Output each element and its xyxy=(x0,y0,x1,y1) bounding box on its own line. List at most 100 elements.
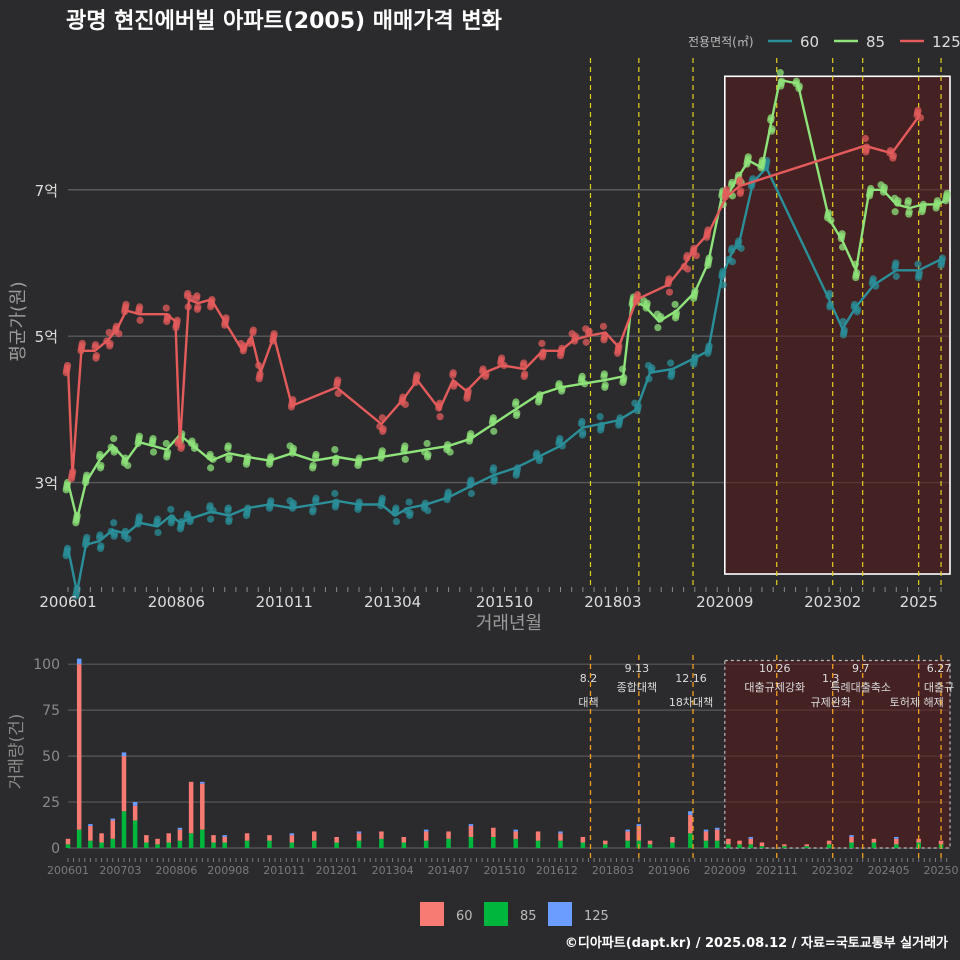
vol-bar-60 xyxy=(916,838,921,843)
series-point-60 xyxy=(578,417,586,426)
vol-bar-125 xyxy=(88,824,93,826)
series-point-85 xyxy=(423,439,431,448)
vol-x-tick-label: 20250 xyxy=(924,864,959,877)
price-chart: 광명 현진에버빌 아파트(2005) 매매가격 변화 3억 5억 7억 200601 20… xyxy=(8,9,960,634)
series-point-125 xyxy=(63,361,72,370)
vol-bar-85 xyxy=(334,842,339,848)
series-point-85 xyxy=(378,447,386,455)
series-point-85 xyxy=(555,380,563,388)
series-point-85 xyxy=(653,310,662,318)
vol-bar-85 xyxy=(688,833,693,848)
series-point-60 xyxy=(490,475,499,483)
y-tick-label: 5억 xyxy=(35,328,58,346)
vol-bar-60 xyxy=(76,664,82,830)
vol-x-tick-label: 201612 xyxy=(536,864,578,877)
vol-bar-60 xyxy=(446,831,451,839)
series-point-125 xyxy=(122,300,130,309)
vol-bar-85 xyxy=(558,840,563,848)
vol-bar-60 xyxy=(311,831,317,841)
policy-label: 종합대책 xyxy=(617,681,657,694)
vol-x-tick-label: 201803 xyxy=(592,864,634,877)
vol-bar-85 xyxy=(76,829,82,848)
vol-x-tick-label: 201407 xyxy=(428,864,470,877)
vol-bar-60 xyxy=(938,840,944,845)
vol-bar-125 xyxy=(200,781,205,784)
vol-bar-60 xyxy=(804,844,809,847)
vol-x-tick-label: 201201 xyxy=(316,864,358,877)
vol-x-tick-label: 202111 xyxy=(756,864,798,877)
series-point-60 xyxy=(83,533,91,542)
vol-bar-85 xyxy=(737,844,742,848)
vol-bar-60 xyxy=(714,829,720,841)
series-point-60 xyxy=(533,449,541,457)
series-point-85 xyxy=(206,450,214,459)
series-point-60 xyxy=(183,510,192,518)
vol-bar-85 xyxy=(625,840,630,848)
series-point-60 xyxy=(224,504,232,512)
vol-bar-60 xyxy=(670,836,675,843)
x-tick-label: 201803 xyxy=(584,593,641,611)
series-point-85 xyxy=(149,448,158,456)
vol-bar-125 xyxy=(468,824,474,826)
series-point-85 xyxy=(671,300,679,309)
vol-bar-125 xyxy=(121,752,127,757)
series-point-60 xyxy=(467,489,475,498)
vol-bar-85 xyxy=(289,842,295,848)
series-point-60 xyxy=(167,505,175,513)
vol-x-tick-label: 200703 xyxy=(99,864,141,877)
series-point-60 xyxy=(309,505,317,513)
series-point-60 xyxy=(153,515,162,523)
series-point-85 xyxy=(467,430,475,438)
vol-bar-85 xyxy=(513,838,518,848)
series-point-60 xyxy=(892,272,900,280)
y-axis-title: 평균가(원) xyxy=(8,281,29,361)
vol-bar-60 xyxy=(737,840,742,845)
policy-date: 1.3 xyxy=(822,672,840,685)
series-point-60 xyxy=(110,519,118,527)
series-point-85 xyxy=(489,414,497,422)
vol-bar-60 xyxy=(535,831,541,841)
vol-bar-125 xyxy=(748,836,754,839)
vol-bar-85 xyxy=(446,838,451,848)
vol-highlight-box xyxy=(724,659,951,849)
vol-bar-60 xyxy=(580,836,586,843)
credit-text: ©디아파트(dapt.kr) / 2025.08.12 / 자료=국토교통부 실… xyxy=(565,935,948,951)
vol-bar-85 xyxy=(916,842,921,848)
series-point-125 xyxy=(582,325,590,333)
vol-bar-125 xyxy=(703,829,709,832)
series-point-125 xyxy=(184,289,192,298)
vol-bar-60 xyxy=(401,836,407,843)
vol-bar-60 xyxy=(177,829,183,841)
vol-x-tick-label: 201011 xyxy=(263,864,305,877)
series-point-60 xyxy=(444,488,452,496)
vol-bar-60 xyxy=(244,833,250,841)
series-point-125 xyxy=(479,365,487,373)
vol-bar-85 xyxy=(222,842,227,848)
series-point-125 xyxy=(162,304,170,312)
vol-bar-125 xyxy=(894,836,899,839)
series-point-85 xyxy=(943,189,951,198)
series-point-60 xyxy=(556,435,564,443)
x-tick-label: 200601 xyxy=(39,593,96,611)
vol-legend-swatch xyxy=(484,902,508,926)
vol-bar-60 xyxy=(110,820,116,839)
chart-title: 광명 현진에버빌 아파트(2005) 매매가격 변화 xyxy=(66,9,502,34)
vol-x-tick-label: 202009 xyxy=(704,864,746,877)
series-point-60 xyxy=(135,513,144,521)
vol-bar-60 xyxy=(423,831,429,841)
series-point-85 xyxy=(654,323,662,332)
series-point-125 xyxy=(91,341,100,349)
policy-label: 규제완화 xyxy=(810,696,850,709)
vol-bar-60 xyxy=(200,783,205,830)
policy-label: 특례대출축소 xyxy=(830,681,891,694)
vol-bar-85 xyxy=(311,840,317,848)
vol-bar-85 xyxy=(423,840,429,848)
series-point-60 xyxy=(225,515,233,523)
vol-bar-85 xyxy=(177,840,183,848)
vol-bar-125 xyxy=(688,811,693,815)
vol-bar-85 xyxy=(535,840,541,848)
vol-bar-85 xyxy=(468,836,474,848)
series-point-125 xyxy=(568,330,576,338)
vol-bar-85 xyxy=(894,844,899,848)
